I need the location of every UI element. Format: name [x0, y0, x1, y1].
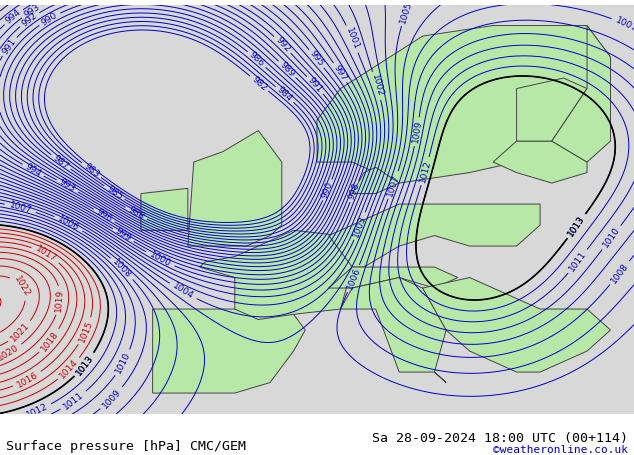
Text: 994: 994 [4, 8, 23, 26]
Text: 994: 994 [23, 162, 42, 179]
Polygon shape [317, 25, 611, 183]
Text: 1015: 1015 [77, 319, 94, 344]
Polygon shape [423, 278, 611, 372]
Text: 1007: 1007 [614, 16, 634, 34]
Text: 993: 993 [22, 2, 41, 20]
Polygon shape [353, 167, 399, 193]
Text: 993: 993 [58, 177, 77, 194]
Text: 1021: 1021 [9, 321, 32, 343]
Polygon shape [329, 267, 458, 288]
Text: 1000: 1000 [148, 250, 172, 269]
Text: 1019: 1019 [55, 289, 65, 313]
Text: 1013: 1013 [74, 353, 95, 377]
Text: 982: 982 [250, 75, 269, 93]
Polygon shape [188, 131, 281, 246]
Text: 1014: 1014 [58, 358, 81, 380]
Text: 1001: 1001 [344, 27, 361, 51]
Text: Surface pressure [hPa] CMC/GEM: Surface pressure [hPa] CMC/GEM [6, 440, 247, 453]
Text: 1016: 1016 [15, 370, 40, 389]
Text: 997: 997 [332, 63, 349, 82]
Polygon shape [552, 25, 611, 162]
Text: Sa 28-09-2024 18:00 UTC (00+114): Sa 28-09-2024 18:00 UTC (00+114) [372, 432, 628, 445]
Text: 1008: 1008 [609, 261, 630, 285]
Polygon shape [153, 309, 305, 393]
Text: 1005: 1005 [398, 0, 414, 24]
Text: 1011: 1011 [62, 390, 86, 411]
Polygon shape [340, 278, 446, 383]
Text: ©weatheronline.co.uk: ©weatheronline.co.uk [493, 445, 628, 455]
Text: 1010: 1010 [601, 226, 622, 250]
Text: 992: 992 [273, 35, 292, 54]
Text: 1007: 1007 [385, 173, 401, 197]
Text: 1006: 1006 [56, 214, 81, 233]
Text: 995: 995 [307, 49, 325, 68]
Polygon shape [329, 204, 540, 267]
Text: 1022: 1022 [13, 275, 32, 299]
Text: 1017: 1017 [34, 244, 58, 264]
Text: 984: 984 [275, 85, 294, 104]
Text: 1004: 1004 [171, 281, 195, 301]
Text: 1008: 1008 [111, 257, 133, 280]
Polygon shape [493, 141, 587, 183]
Text: 1020: 1020 [0, 343, 20, 362]
Text: 1011: 1011 [567, 249, 588, 273]
Text: 988: 988 [126, 205, 146, 222]
Text: 1010: 1010 [114, 350, 133, 375]
Text: 1002: 1002 [370, 74, 384, 98]
Text: 1003: 1003 [352, 214, 368, 238]
Text: 989: 989 [278, 60, 296, 79]
Text: 1006: 1006 [345, 266, 362, 291]
Text: 1012: 1012 [418, 159, 432, 183]
Text: 986: 986 [247, 50, 266, 69]
Text: 999: 999 [113, 227, 133, 244]
Polygon shape [141, 188, 188, 230]
Text: 1013: 1013 [566, 214, 586, 238]
Text: 1013: 1013 [74, 353, 95, 377]
Polygon shape [200, 230, 353, 319]
Text: 1013: 1013 [566, 214, 586, 238]
Text: 998: 998 [347, 182, 361, 201]
Text: 1018: 1018 [39, 329, 60, 353]
Text: 1012: 1012 [25, 402, 49, 420]
Text: 1009: 1009 [411, 120, 423, 144]
Text: 987: 987 [51, 153, 70, 171]
Text: 992: 992 [20, 10, 39, 28]
Text: 991: 991 [1, 37, 18, 56]
Text: 985: 985 [105, 184, 124, 202]
Text: 1007: 1007 [8, 200, 32, 216]
Text: 983: 983 [82, 162, 101, 179]
Text: 990: 990 [40, 10, 59, 27]
Polygon shape [517, 78, 587, 141]
Text: 991: 991 [306, 76, 324, 95]
Text: 990: 990 [320, 180, 335, 200]
Text: 996: 996 [94, 207, 114, 224]
Text: 1009: 1009 [101, 387, 123, 410]
